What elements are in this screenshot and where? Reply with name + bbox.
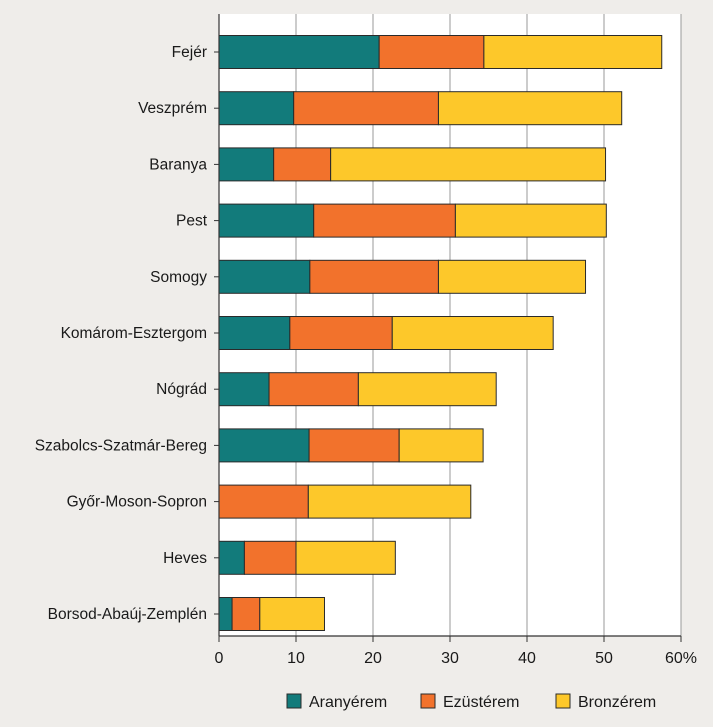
x-tick-label: 0 — [215, 650, 224, 667]
legend-swatch — [555, 693, 571, 709]
bar-segment — [295, 540, 396, 575]
bar-segment — [243, 540, 297, 575]
bar-segment — [330, 147, 607, 182]
bar-segment — [437, 259, 587, 294]
bar-segment — [273, 147, 332, 182]
bar-segment — [357, 372, 497, 407]
bar-segment — [307, 484, 472, 519]
category-label: Komárom-Esztergom — [61, 325, 207, 342]
x-tick-labels: 0 10 20 30 40 50 60% — [215, 650, 697, 667]
bar-segment — [259, 597, 325, 631]
bar-segment — [483, 35, 663, 69]
x-tick-label: 50 — [595, 650, 613, 667]
category-label: Győr-Moson-Sopron — [67, 494, 207, 511]
bar-segment — [218, 484, 309, 519]
legend-swatch — [420, 693, 436, 709]
bar-segment — [218, 316, 291, 350]
bar-segment — [218, 428, 310, 463]
bar-segment — [308, 428, 400, 463]
bar-segment — [218, 597, 233, 631]
legend: Aranyérem Ezüstérem Bronzérem — [286, 693, 656, 711]
category-labels: Fejér Veszprém Baranya Pest Somogy Komárom-Es… — [35, 44, 208, 623]
bar-segment — [218, 147, 275, 182]
x-tick-label: 40 — [518, 650, 536, 667]
category-label: Pest — [176, 213, 208, 230]
bar-segment — [218, 91, 295, 126]
category-label: Somogy — [150, 269, 207, 286]
bar-segment — [218, 259, 311, 294]
bar-segment — [309, 259, 439, 294]
x-tick-label: 60% — [665, 650, 697, 667]
bar-segment — [289, 316, 393, 350]
bar-segment — [293, 91, 439, 126]
bar-segment — [391, 316, 554, 350]
bar-segment — [268, 372, 359, 407]
legend-label: Bronzérem — [578, 694, 656, 711]
bar-segment — [398, 428, 484, 463]
bar-segment — [218, 35, 380, 69]
bar-segment — [313, 203, 456, 238]
legend-label: Ezüstérem — [443, 694, 519, 711]
x-tick-label: 20 — [364, 650, 382, 667]
bar-segment — [437, 91, 623, 126]
bar-segment — [454, 203, 607, 238]
bar-segment — [218, 372, 270, 407]
category-label: Szabolcs-Szatmár-Bereg — [35, 437, 207, 454]
legend-swatch — [286, 693, 302, 709]
category-label: Borsod-Abaúj-Zemplén — [48, 606, 207, 623]
bar-segment — [378, 35, 485, 69]
bar-segment — [218, 203, 315, 238]
axes — [214, 14, 682, 642]
bar-segment — [218, 540, 245, 575]
category-label: Heves — [163, 550, 207, 567]
category-label: Fejér — [172, 44, 207, 61]
x-tick-label: 30 — [441, 650, 459, 667]
category-label: Baranya — [149, 156, 207, 173]
x-tick-label: 10 — [287, 650, 305, 667]
bar-segment — [231, 597, 261, 631]
bars — [218, 35, 663, 631]
category-label: Veszprém — [138, 100, 207, 117]
category-label: Nógrád — [156, 381, 207, 398]
legend-label: Aranyérem — [309, 694, 387, 711]
